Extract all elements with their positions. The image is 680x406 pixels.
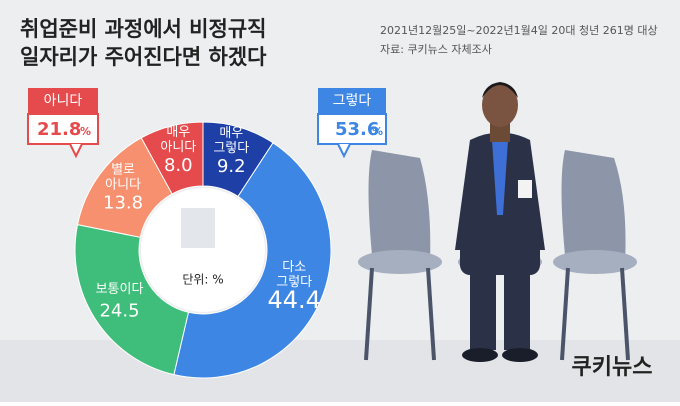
callout-label: 그렇다 xyxy=(333,93,372,109)
callout-label: 아니다 xyxy=(44,93,83,109)
callout-unit: % xyxy=(80,125,91,138)
chart-title: 취업준비 과정에서 비정규직 xyxy=(20,17,266,41)
icon xyxy=(181,208,215,248)
logo: 쿠키뉴스 xyxy=(572,355,653,380)
callout-box xyxy=(318,88,386,114)
data-label: 24.5 xyxy=(99,301,139,322)
slice-label: 매우 아니다 xyxy=(160,124,196,154)
slice-label: 다소 그렇다 xyxy=(276,260,312,290)
donut-hole xyxy=(141,188,265,312)
note: 자료: 쿠키뉴스 자체조사 xyxy=(380,43,492,56)
callout-pointer xyxy=(69,143,83,159)
floor xyxy=(0,340,680,402)
donut-slice xyxy=(74,224,190,376)
data-label: 9.2 xyxy=(217,156,246,177)
callout-pointer xyxy=(337,143,351,159)
callout-unit: % xyxy=(372,125,383,138)
slice-label: 매우 그렇다 xyxy=(213,125,249,155)
callout-value: 21.8 xyxy=(37,119,81,140)
callout: 그렇다 53.6 % xyxy=(317,88,387,159)
slice-label: 보통이다 xyxy=(96,282,144,297)
illustration xyxy=(358,82,637,362)
donut-slice xyxy=(140,121,204,195)
callout-box xyxy=(317,113,387,145)
callout-box xyxy=(28,88,98,114)
data-label: 44.4 xyxy=(267,286,320,314)
donut-slice xyxy=(173,142,332,379)
callout-value: 53.6 xyxy=(335,119,379,140)
callout-box xyxy=(27,113,99,145)
unit-label: 단위: % xyxy=(182,273,223,287)
data-label: 13.8 xyxy=(103,192,143,213)
callout: 아니다 21.8 % xyxy=(27,88,99,159)
data-label: 8.0 xyxy=(164,155,193,176)
slice-label: 별로 아니다 xyxy=(105,162,141,192)
chart-title: 일자리가 주어진다면 하겠다 xyxy=(20,45,267,69)
note: 2021년12월25일~2022년1월4일 20대 청년 261명 대상 xyxy=(380,23,658,37)
